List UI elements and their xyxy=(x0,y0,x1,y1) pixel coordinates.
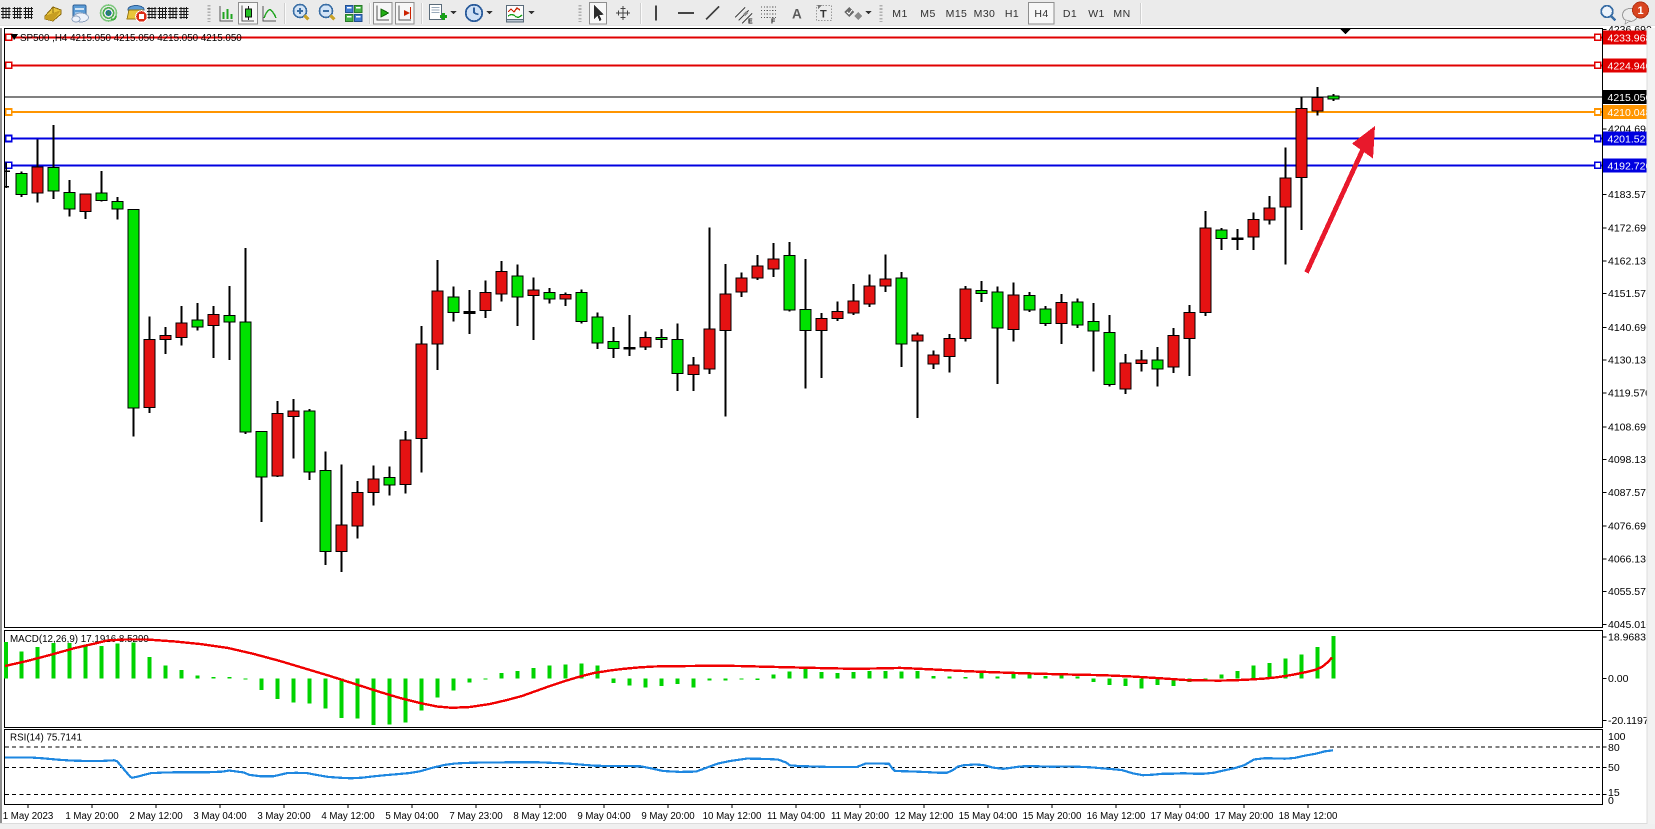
svg-text:4055.570: 4055.570 xyxy=(1608,586,1652,598)
svg-text:4045.010: 4045.010 xyxy=(1608,619,1652,631)
svg-text:4140.690: 4140.690 xyxy=(1608,322,1652,334)
svg-text:RSI(14) 75.7141: RSI(14) 75.7141 xyxy=(10,733,82,744)
svg-text:2 May 12:00: 2 May 12:00 xyxy=(129,811,183,822)
svg-text:80: 80 xyxy=(1608,742,1620,754)
svg-text:MN: MN xyxy=(1113,8,1130,20)
svg-text:0: 0 xyxy=(1608,795,1614,807)
svg-text:MACD(12,26,9) 17.1916 8.5299: MACD(12,26,9) 17.1916 8.5299 xyxy=(10,634,149,645)
svg-text:E: E xyxy=(748,19,753,26)
svg-text:H4: H4 xyxy=(1034,8,1048,20)
svg-text:4233.968: 4233.968 xyxy=(1608,32,1652,44)
svg-text:H1: H1 xyxy=(1005,8,1019,20)
svg-text:W1: W1 xyxy=(1088,8,1105,20)
svg-text:4201.521: 4201.521 xyxy=(1608,134,1652,146)
svg-text:1 May 2023: 1 May 2023 xyxy=(3,811,54,822)
svg-text:M1: M1 xyxy=(892,8,907,20)
svg-text:M15: M15 xyxy=(946,8,968,20)
svg-text:4066.130: 4066.130 xyxy=(1608,553,1652,565)
svg-text:3 May 04:00: 3 May 04:00 xyxy=(193,811,247,822)
svg-text:SP500 ,H4 4215.050 4215.050 42: SP500 ,H4 4215.050 4215.050 4215.050 421… xyxy=(20,33,242,44)
svg-text:7 May 23:00: 7 May 23:00 xyxy=(449,811,503,822)
svg-text:A: A xyxy=(792,7,802,22)
svg-text:4183.570: 4183.570 xyxy=(1608,189,1652,201)
svg-text:D1: D1 xyxy=(1063,8,1077,20)
svg-text:17 May 20:00: 17 May 20:00 xyxy=(1215,811,1274,822)
svg-text:4130.130: 4130.130 xyxy=(1608,355,1652,367)
svg-text:50: 50 xyxy=(1608,762,1620,774)
svg-text:9 May 04:00: 9 May 04:00 xyxy=(577,811,631,822)
svg-text:9 May 20:00: 9 May 20:00 xyxy=(641,811,695,822)
svg-text:M5: M5 xyxy=(920,8,935,20)
svg-text:5 May 04:00: 5 May 04:00 xyxy=(385,811,439,822)
svg-text:4215.050: 4215.050 xyxy=(1608,92,1652,104)
svg-text:4 May 12:00: 4 May 12:00 xyxy=(321,811,375,822)
svg-text:18 May 12:00: 18 May 12:00 xyxy=(1279,811,1338,822)
svg-text:M30: M30 xyxy=(974,8,996,20)
svg-text:18.9683: 18.9683 xyxy=(1608,631,1646,643)
svg-text:4087.570: 4087.570 xyxy=(1608,487,1652,499)
svg-text:4076.690: 4076.690 xyxy=(1608,521,1652,533)
svg-text:0.00: 0.00 xyxy=(1608,673,1629,685)
svg-text:T: T xyxy=(820,9,827,21)
svg-text:4224.940: 4224.940 xyxy=(1608,60,1652,72)
svg-text:1 May 20:00: 1 May 20:00 xyxy=(65,811,119,822)
svg-text:4098.130: 4098.130 xyxy=(1608,454,1652,466)
svg-text:16 May 12:00: 16 May 12:00 xyxy=(1087,811,1146,822)
svg-text:-20.1197: -20.1197 xyxy=(1608,715,1649,727)
svg-text:4172.690: 4172.690 xyxy=(1608,223,1652,235)
svg-text:11 May 04:00: 11 May 04:00 xyxy=(767,811,826,822)
svg-text:4162.130: 4162.130 xyxy=(1608,255,1652,267)
svg-text:4151.570: 4151.570 xyxy=(1608,288,1652,300)
svg-text:17 May 04:00: 17 May 04:00 xyxy=(1151,811,1210,822)
svg-text:10 May 12:00: 10 May 12:00 xyxy=(703,811,762,822)
svg-text:15: 15 xyxy=(1608,787,1620,799)
svg-text:4210.048: 4210.048 xyxy=(1608,107,1652,119)
svg-text:1: 1 xyxy=(1637,5,1643,17)
svg-text:F: F xyxy=(771,19,776,26)
svg-text:11 May 20:00: 11 May 20:00 xyxy=(831,811,890,822)
svg-text:4108.690: 4108.690 xyxy=(1608,421,1652,433)
svg-text:4192.720: 4192.720 xyxy=(1608,160,1652,172)
svg-text:12 May 12:00: 12 May 12:00 xyxy=(895,811,954,822)
svg-text:15 May 04:00: 15 May 04:00 xyxy=(959,811,1018,822)
svg-text:15 May 20:00: 15 May 20:00 xyxy=(1023,811,1082,822)
svg-text:4119.570: 4119.570 xyxy=(1608,388,1651,400)
svg-text:8 May 12:00: 8 May 12:00 xyxy=(513,811,567,822)
svg-text:3 May 20:00: 3 May 20:00 xyxy=(257,811,311,822)
svg-text:100: 100 xyxy=(1608,731,1626,743)
